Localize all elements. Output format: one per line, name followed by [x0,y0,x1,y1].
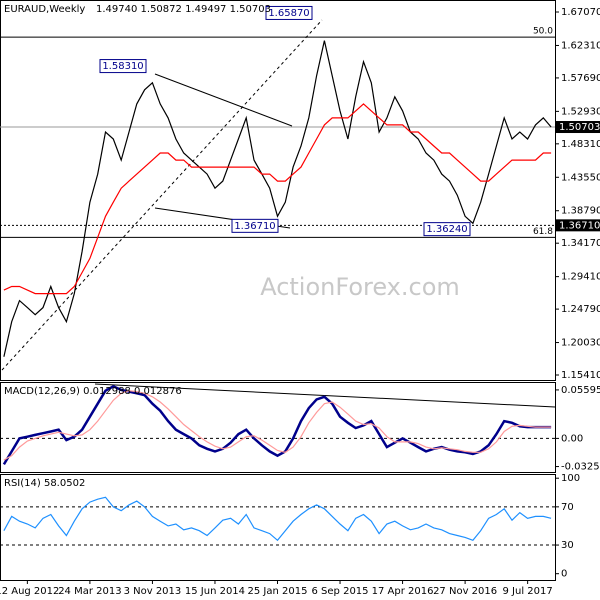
price-marker-box [556,121,600,134]
y-tick-label: 70 [561,502,574,513]
fib-label: 50.0 [533,27,553,37]
panel-frame [0,474,556,581]
price-marker-label: 1.36710 [559,220,600,231]
series-line [3,496,552,542]
x-tick-label: 27 Nov 2016 [433,586,497,597]
trendline [1,19,323,371]
y-tick-label: 1.52930 [561,106,600,117]
panel-title: MACD(12,26,9) 0.012988 0.012876 [4,386,182,397]
panel-title: EURAUD,Weekly [4,4,85,15]
x-tick-label: 17 Apr 2016 [372,586,434,597]
x-tick-label: 15 Jun 2014 [185,586,245,597]
price-marker-box [556,219,600,232]
y-tick-label: 1.57690 [561,73,600,84]
y-tick-label: 1.48310 [561,139,600,150]
x-tick-label: 9 Jul 2017 [503,586,553,597]
y-tick-label: -0.032519 [561,462,600,473]
annotation-label: 1.58310 [102,61,143,72]
y-tick-label: 0.055956 [561,385,600,396]
series-line [2,385,552,466]
panel-title: RSI(14) 58.0502 [4,478,85,489]
panel-frame [0,0,556,381]
panel-frame [0,382,556,473]
annotation-label: 1.65870 [268,8,309,19]
y-tick-label: 100 [561,473,580,484]
y-tick-label: 1.67070 [561,7,600,18]
watermark: ActionForex.com [260,273,460,301]
y-tick-label: 0.00 [561,433,583,444]
x-tick-label: 12 Aug 2012 [0,586,59,597]
x-tick-label: 6 Sep 2015 [312,586,369,597]
trendline [154,73,293,127]
y-tick-label: 1.15410 [561,370,600,381]
annotation-box [423,222,471,237]
y-tick-label: 1.29410 [561,272,600,283]
annotation-label: 1.36710 [234,221,275,232]
y-tick-label: 1.20030 [561,338,600,349]
y-tick-label: 1.38790 [561,206,600,217]
y-tick-label: 1.62310 [561,40,600,51]
annotation-box [231,218,279,233]
series-line [3,40,552,357]
y-tick-label: 0 [561,569,567,580]
y-tick-label: 1.34170 [561,238,600,249]
annotation-box [265,5,313,20]
y-tick-label: 1.43550 [561,172,600,183]
x-tick-label: 3 Nov 2013 [124,586,182,597]
series-line [3,390,552,461]
ohlc-values: 1.49740 1.50872 1.49497 1.50703 [96,4,271,15]
price-marker-label: 1.50703 [559,122,600,133]
x-tick-label: 24 Mar 2013 [58,586,121,597]
fib-label: 61.8 [533,227,553,237]
y-tick-label: 1.24790 [561,304,600,315]
y-tick-label: 30 [561,540,574,551]
trendline [94,383,556,408]
annotation-box [99,59,147,74]
x-tick-label: 25 Jan 2015 [248,586,308,597]
series-line [3,103,552,295]
annotation-label: 1.36240 [426,224,467,235]
